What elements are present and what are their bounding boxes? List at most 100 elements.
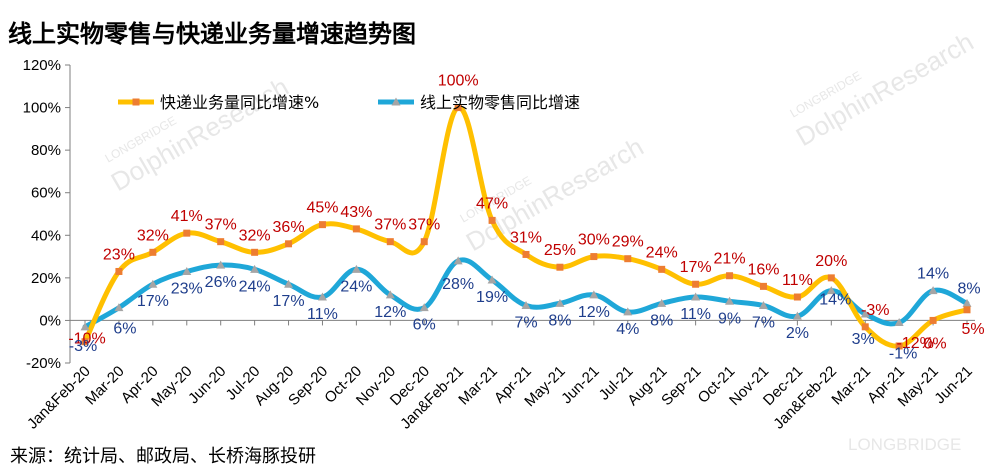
point-express (488, 216, 496, 224)
point-online (182, 266, 192, 275)
data-label-online: 9% (718, 310, 741, 327)
point-express (454, 104, 462, 112)
point-express (624, 255, 632, 263)
data-label-online: -1% (889, 346, 917, 363)
data-label-online: 14% (819, 292, 851, 309)
data-label-online: 2% (786, 325, 809, 342)
data-label-online: 8% (957, 280, 980, 297)
point-express (149, 248, 157, 256)
data-label-online: 19% (476, 289, 508, 306)
data-label-express: 41% (171, 208, 203, 225)
point-express (420, 238, 428, 246)
data-label-online: 17% (273, 293, 305, 310)
x-tick-label: Mar-20 (82, 363, 128, 409)
y-tick-label: 40% (31, 227, 61, 244)
data-label-online: 12% (578, 304, 610, 321)
y-tick-label: 80% (31, 142, 61, 159)
point-online (521, 301, 531, 310)
watermark-brand-bottom: LONGBRIDGE (848, 435, 961, 454)
data-label-express: 5% (961, 321, 984, 338)
data-label-express: 25% (544, 242, 576, 259)
point-express (217, 238, 225, 246)
data-label-online: 28% (442, 276, 474, 293)
point-online (351, 264, 361, 273)
data-label-online: 7% (752, 315, 775, 332)
data-label-express: 24% (646, 244, 678, 261)
data-label-express: 17% (680, 259, 712, 276)
point-express (285, 240, 293, 248)
data-labels: -10%23%32%41%37%32%36%45% 43%37% 37%100%47… (68, 73, 984, 363)
y-tick-label: 60% (31, 185, 61, 202)
data-label-online: 4% (616, 321, 639, 338)
x-tick-label: Mar-21 (828, 363, 874, 409)
point-express (692, 280, 700, 288)
x-tick-label: Jun-20 (185, 363, 229, 407)
legend-marker (391, 97, 401, 106)
point-online (453, 256, 463, 265)
data-label-express: 45% (306, 200, 338, 217)
data-label-express: 37% (205, 217, 237, 234)
legend: 快递业务量同比增速% 线上实物零售同比增速 (118, 93, 580, 112)
data-label-online: 6% (413, 317, 436, 334)
y-tick-label: 120% (23, 57, 61, 74)
point-express (522, 250, 530, 258)
data-label-online: 3% (852, 331, 875, 348)
data-label-online: 8% (650, 312, 673, 329)
data-label-online: 14% (917, 266, 949, 283)
point-online (385, 290, 395, 299)
data-label-express: 36% (273, 219, 305, 236)
point-express (115, 267, 123, 275)
data-label-online: 8% (548, 312, 571, 329)
point-express (827, 274, 835, 282)
data-label-express: 20% (815, 253, 847, 270)
point-express (590, 253, 598, 261)
point-online (860, 309, 870, 318)
point-express (793, 293, 801, 301)
data-label-express: -10% (68, 331, 105, 348)
x-tick-label: Jun-21 (931, 363, 975, 407)
point-online (216, 260, 226, 269)
data-label-express: 32% (239, 227, 271, 244)
y-tick-label: 0% (39, 312, 61, 329)
x-tick-label: Mar-21 (455, 363, 501, 409)
source-note: 来源：统计局、邮政局、长桥海豚投研 (10, 446, 316, 467)
point-online (657, 298, 667, 307)
legend-item-online: 线上实物零售同比增速 (378, 93, 580, 112)
point-online (962, 298, 972, 307)
point-online (725, 296, 735, 305)
legend-item-express: 快递业务量同比增速% (118, 93, 319, 112)
x-tick-label: Jun-21 (558, 363, 602, 407)
point-express (251, 248, 259, 256)
point-online (589, 290, 599, 299)
point-express (386, 238, 394, 246)
point-online (148, 279, 158, 288)
legend-marker (132, 98, 140, 106)
point-online (792, 311, 802, 320)
data-label-online: 24% (239, 278, 271, 295)
legend-label: 快递业务量同比增速% (160, 93, 319, 112)
data-label-express: -12% (896, 335, 933, 352)
point-online (114, 303, 124, 312)
point-express (861, 323, 869, 331)
data-label-express: 11% (782, 272, 813, 289)
data-label-online: 12% (374, 304, 406, 321)
point-express (895, 342, 903, 350)
series-markers (80, 104, 972, 350)
data-label-express: 47% (476, 195, 508, 212)
data-label-online: 11% (680, 306, 711, 323)
y-tick-label: 20% (31, 270, 61, 287)
point-express (81, 338, 89, 346)
data-label-express: -3% (861, 302, 889, 319)
point-online (555, 298, 565, 307)
chart-title: 线上实物零售与快递业务量增速趋势图 (8, 20, 416, 48)
point-express (726, 272, 734, 280)
data-label-express: 37% (374, 217, 406, 234)
data-label-express: 32% (137, 227, 169, 244)
point-online (691, 292, 701, 301)
data-label-online: 23% (171, 280, 203, 297)
data-label-express: 100% (438, 73, 479, 90)
point-online (894, 318, 904, 327)
